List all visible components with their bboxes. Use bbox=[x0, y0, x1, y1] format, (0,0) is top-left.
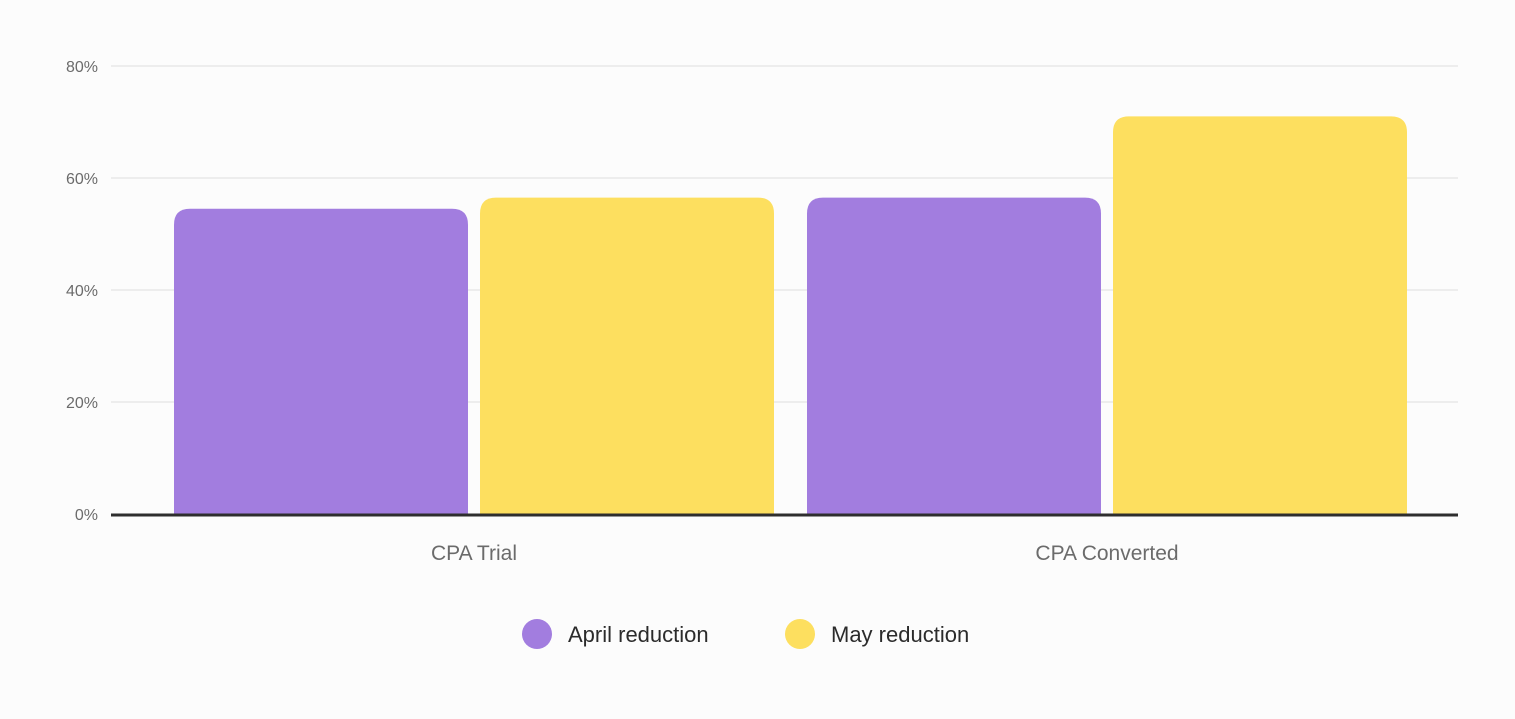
legend-item: April reduction bbox=[522, 619, 709, 649]
legend-item: May reduction bbox=[785, 619, 969, 649]
legend: April reduction May reduction bbox=[522, 619, 969, 649]
legend-label: April reduction bbox=[568, 622, 709, 647]
y-tick-label: 80% bbox=[66, 59, 98, 76]
x-axis-categories: CPA Trial CPA Converted bbox=[431, 542, 1179, 565]
y-tick-label: 60% bbox=[66, 171, 98, 188]
x-category-label: CPA Trial bbox=[431, 542, 517, 565]
legend-label: May reduction bbox=[831, 622, 969, 647]
bar-may-reduction-cpa-trial bbox=[480, 197, 774, 514]
y-tick-label: 40% bbox=[66, 283, 98, 300]
y-tick-label: 0% bbox=[75, 507, 98, 524]
bar-april-reduction-cpa-trial bbox=[174, 208, 468, 515]
bar-april-reduction-cpa-converted bbox=[807, 197, 1101, 514]
x-category-label: CPA Converted bbox=[1035, 542, 1178, 565]
legend-swatch bbox=[522, 619, 552, 649]
bar-may-reduction-cpa-converted bbox=[1113, 116, 1407, 515]
bars bbox=[174, 116, 1407, 515]
y-axis-ticks: 0% 20% 40% 60% 80% bbox=[66, 59, 98, 524]
legend-swatch bbox=[785, 619, 815, 649]
y-tick-label: 20% bbox=[66, 395, 98, 412]
